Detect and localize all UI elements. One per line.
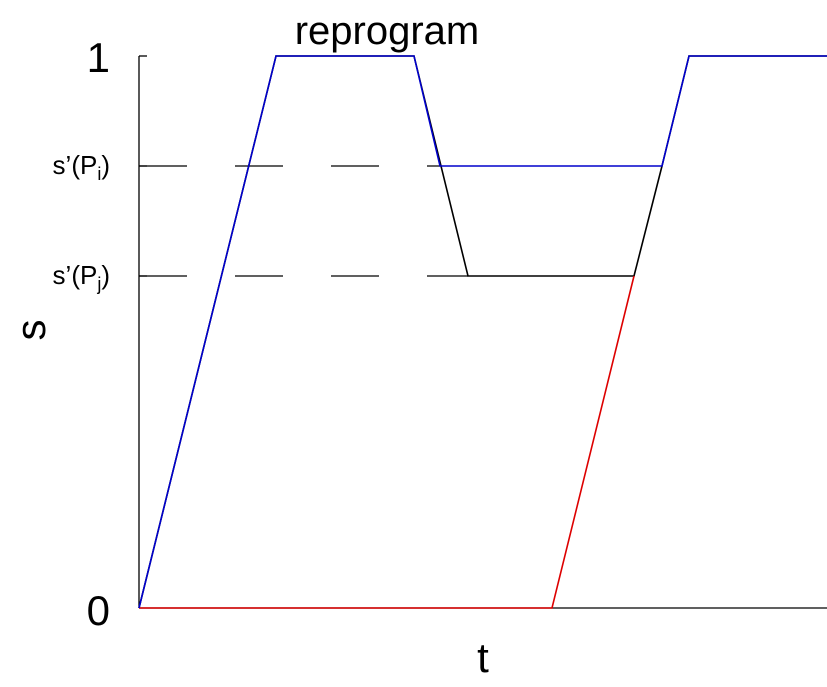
curve-blue [138, 55, 827, 609]
tick-label-zero: 0 [87, 587, 110, 634]
diagram-title: reprogram [295, 9, 480, 53]
x-axis-label: t [477, 634, 489, 681]
curve-black [138, 55, 827, 609]
y-axis-label: s [7, 320, 54, 341]
curve-red [139, 275, 635, 609]
tick-label-spj: s’(Pj) [53, 260, 110, 294]
tick-label-one: 1 [87, 34, 110, 81]
tick-label-spi: s’(Pi) [53, 150, 110, 184]
